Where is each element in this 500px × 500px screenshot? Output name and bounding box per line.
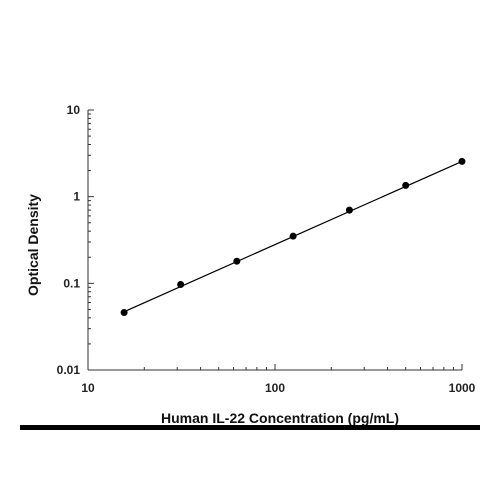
y-tick-label: 0.1 — [63, 276, 80, 290]
data-point — [402, 181, 410, 189]
data-point — [458, 157, 466, 165]
axes — [87, 110, 462, 371]
y-axis-title: Optical Density — [25, 194, 41, 296]
data-point — [177, 280, 185, 288]
x-tick-label: 1000 — [449, 381, 476, 395]
x-axis-title: Human IL-22 Concentration (pg/mL) — [161, 410, 399, 426]
y-tick-label: 10 — [67, 103, 81, 117]
data-points — [120, 157, 466, 317]
ticks: 0.01 0.1 1 10 10 100 1000 — [57, 103, 476, 395]
bottom-rule — [20, 425, 480, 430]
y-tick-label: 1 — [73, 190, 80, 204]
data-point — [120, 309, 128, 317]
data-point — [233, 257, 241, 265]
x-tick-label: 10 — [81, 381, 95, 395]
data-point — [345, 206, 353, 214]
data-point — [289, 232, 297, 240]
x-tick-label: 100 — [265, 381, 285, 395]
y-tick-label: 0.01 — [57, 363, 81, 377]
